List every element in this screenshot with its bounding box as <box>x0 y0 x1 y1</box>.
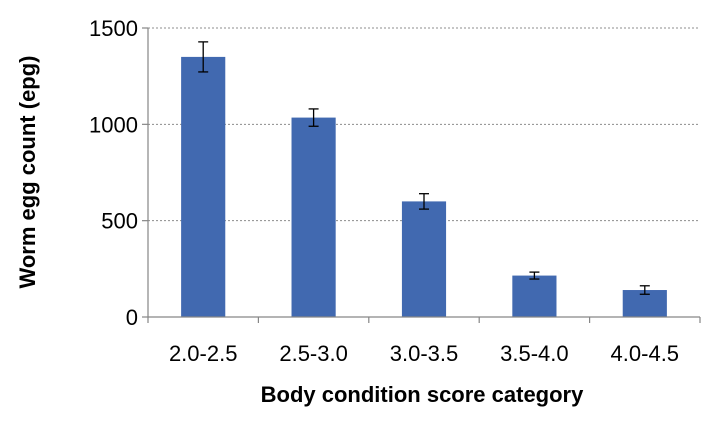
x-tick-label: 4.0-4.5 <box>611 341 680 366</box>
bar-3.0-3.5 <box>401 201 447 317</box>
y-axis-title: Worm egg count (epg) <box>15 55 40 288</box>
x-tick-label: 2.0-2.5 <box>169 341 238 366</box>
y-tick-label: 1500 <box>89 16 138 41</box>
bars <box>181 56 667 318</box>
y-tick-label: 500 <box>101 209 138 234</box>
error-bars <box>198 41 650 295</box>
x-tick-label: 3.5-4.0 <box>500 341 569 366</box>
x-tick-label: 3.0-3.5 <box>390 341 459 366</box>
gridlines <box>148 27 700 222</box>
bar-2.5-3.0 <box>291 117 336 317</box>
x-tick-labels: 2.0-2.5 2.5-3.0 3.0-3.5 3.5-4.0 4.0-4.5 <box>169 341 679 366</box>
y-tick-labels: 0 500 1000 1500 <box>89 16 138 330</box>
x-axis-title: Body condition score category <box>261 382 584 407</box>
bar-3.5-4.0 <box>512 275 557 317</box>
axes <box>142 27 701 323</box>
x-tick-label: 2.5-3.0 <box>279 341 348 366</box>
y-tick-label: 1000 <box>89 112 138 137</box>
bar-2.0-2.5 <box>181 56 226 318</box>
y-tick-label: 0 <box>126 305 138 330</box>
